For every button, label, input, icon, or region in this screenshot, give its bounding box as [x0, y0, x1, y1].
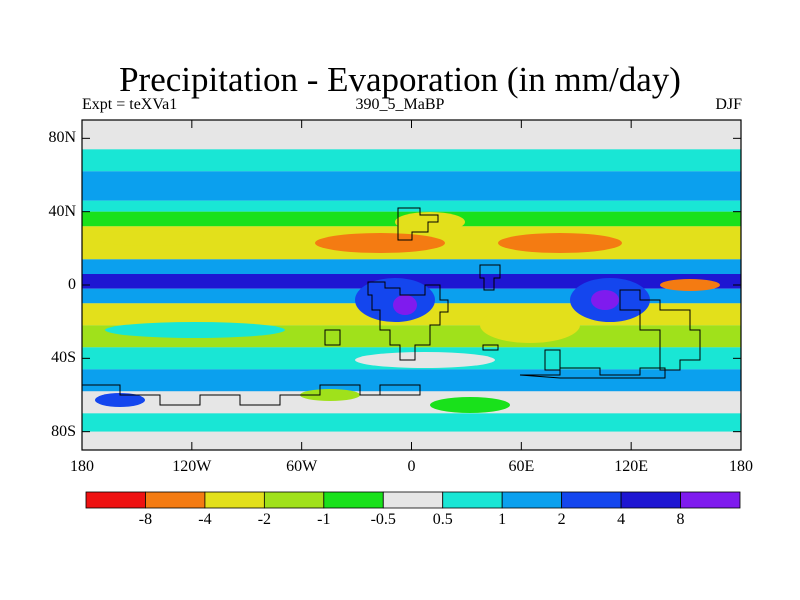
zonal-band-15	[82, 431, 741, 450]
y-tick-label-1: 40N	[48, 202, 76, 220]
zonal-band-3	[82, 200, 741, 212]
zonal-band-14	[82, 413, 741, 432]
colorbar-swatch-3	[263, 491, 325, 509]
x-tick-label-4: 60E	[508, 458, 535, 475]
colorbar-label-7: 2	[557, 511, 566, 528]
x-tick-label-5: 120E	[614, 458, 649, 475]
zonal-band-2	[82, 171, 741, 201]
coastline-8	[482, 344, 499, 351]
colorbar-swatch-8	[561, 491, 622, 509]
axis-ticks	[81, 120, 742, 450]
anomaly-region-1	[498, 233, 622, 253]
colorbar-swatch-6	[442, 491, 503, 509]
colorbar-label-4: -0.5	[370, 511, 396, 528]
anomaly-region-0	[315, 233, 445, 253]
colorbar-label-2: -2	[257, 511, 272, 528]
colorbar-swatch-2	[204, 491, 265, 509]
x-tick-label-1: 120W	[172, 458, 212, 475]
zonal-band-13	[82, 391, 741, 414]
colorbar-swatch-7	[501, 491, 563, 509]
coastline-7	[519, 367, 666, 379]
period-label: 390_5_MaBP	[355, 96, 445, 113]
colorbar-label-9: 8	[676, 511, 685, 528]
zonal-band-1	[82, 149, 741, 172]
anomaly-region-3	[105, 322, 285, 338]
anomaly-region-9	[355, 352, 495, 368]
season-label: DJF	[715, 96, 742, 113]
coastline-3	[619, 289, 701, 371]
colorbar-swatch-5	[382, 491, 444, 509]
x-tick-label-3: 0	[407, 458, 416, 475]
coastline-5	[324, 329, 341, 346]
coastline-1	[367, 281, 449, 361]
zonal-band-12	[82, 369, 741, 392]
anomaly-region-6	[591, 290, 619, 310]
y-tick-label-4: 80S	[51, 422, 76, 440]
colorbar-label-1: -4	[198, 511, 212, 528]
x-tick-label-0: 180	[70, 458, 94, 475]
colorbar-label-6: 1	[498, 511, 507, 528]
x-tick-label-2: 60W	[286, 458, 318, 475]
anomaly-region-14	[300, 389, 360, 401]
anomaly-region-13	[430, 397, 510, 413]
anomaly-region-8	[480, 307, 580, 343]
zonal-band-6	[82, 259, 741, 274]
continent-outlines	[82, 207, 701, 406]
coastline-6	[82, 384, 421, 406]
colorbar-label-0: -8	[138, 511, 153, 528]
y-tick-label-2: 0	[68, 276, 76, 293]
anomaly-region-10	[660, 279, 720, 291]
coastline-2	[479, 264, 501, 291]
colorbar-swatch-4	[323, 491, 384, 509]
colorbar-swatch-1	[145, 491, 206, 509]
colorbar	[85, 491, 741, 509]
colorbar-swatch-10	[680, 491, 741, 509]
regional-anomalies	[95, 212, 720, 413]
anomaly-region-2	[95, 230, 205, 246]
coastline-0	[397, 207, 439, 241]
colorbar-label-8: 4	[617, 511, 626, 528]
anomaly-region-7	[393, 295, 417, 315]
y-tick-label-0: 80N	[48, 129, 76, 147]
colorbar-label-3: -1	[317, 511, 331, 528]
colorbar-swatch-9	[620, 491, 681, 509]
colorbar-label-5: 0.5	[432, 511, 453, 528]
chart-title: Precipitation - Evaporation (in mm/day)	[119, 60, 681, 99]
experiment-label: Expt = teXVa1	[82, 96, 178, 113]
y-tick-label-3: 40S	[51, 349, 76, 367]
colorbar-swatch-0	[85, 491, 146, 509]
anomaly-region-12	[95, 393, 145, 407]
x-tick-label-6: 180	[729, 458, 753, 475]
